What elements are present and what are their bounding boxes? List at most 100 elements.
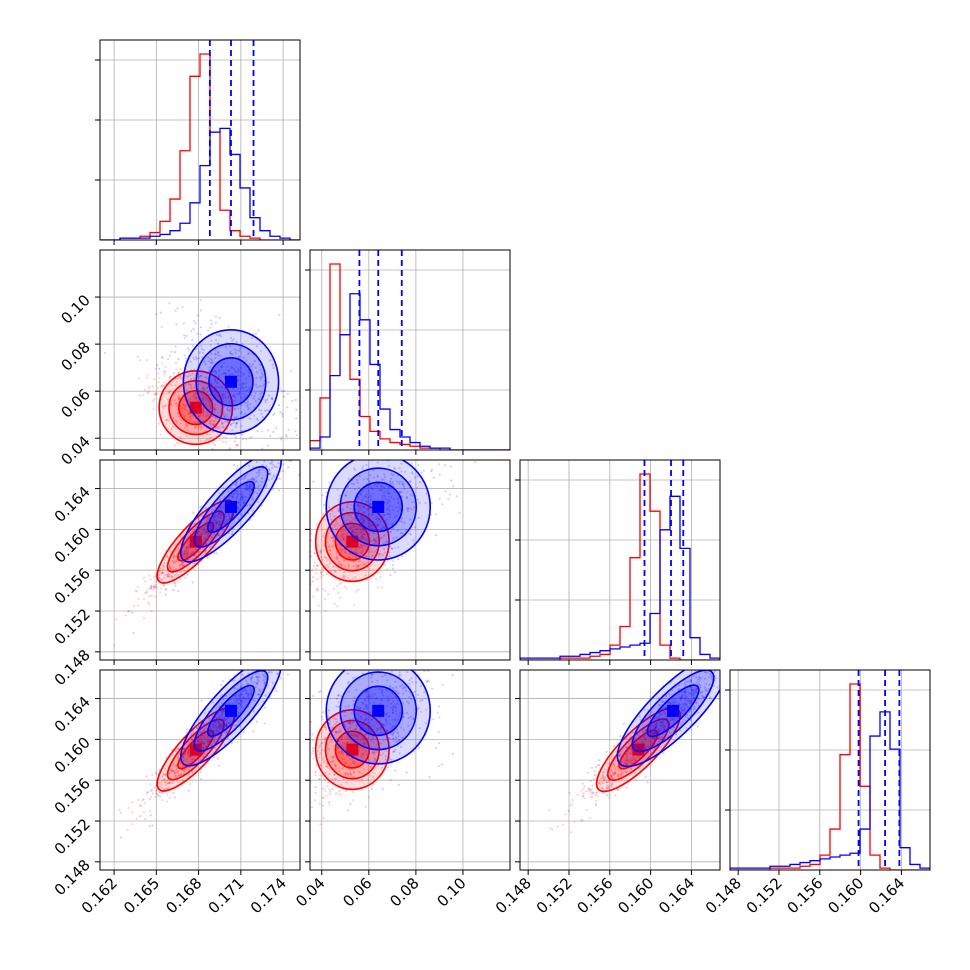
scatter-point bbox=[146, 373, 149, 376]
scatter-point bbox=[387, 427, 389, 429]
y-tick-label: 0.164 bbox=[51, 693, 94, 736]
scatter-point bbox=[323, 544, 326, 547]
x-tick-label: 0.10 bbox=[433, 874, 469, 910]
scatter-point bbox=[390, 496, 393, 499]
scatter-point bbox=[338, 562, 341, 565]
scatter-point bbox=[322, 718, 325, 721]
scatter-point bbox=[240, 491, 243, 494]
scatter-point bbox=[320, 715, 323, 718]
scatter-point bbox=[200, 735, 203, 738]
scatter-point bbox=[220, 716, 223, 719]
scatter-point bbox=[347, 565, 350, 568]
scatter-point bbox=[207, 329, 210, 332]
scatter-point bbox=[170, 383, 173, 386]
scatter-point bbox=[217, 716, 221, 719]
scatter-point bbox=[236, 421, 239, 425]
scatter-point bbox=[259, 392, 262, 396]
scatter-point bbox=[203, 537, 206, 541]
scatter-point bbox=[213, 390, 216, 393]
scatter-point bbox=[217, 512, 220, 515]
scatter-point bbox=[403, 487, 406, 491]
scatter-point bbox=[167, 419, 170, 422]
scatter-point bbox=[360, 535, 363, 538]
scatter-point bbox=[172, 770, 175, 773]
scatter-point bbox=[173, 580, 176, 583]
scatter-point bbox=[215, 522, 218, 525]
scatter-point bbox=[357, 508, 360, 511]
scatter-point bbox=[144, 817, 147, 821]
scatter-point bbox=[219, 529, 222, 532]
scatter-point bbox=[393, 665, 395, 667]
scatter-point bbox=[239, 429, 242, 432]
scatter-point bbox=[183, 552, 186, 555]
scatter-point bbox=[379, 571, 382, 574]
scatter-point bbox=[381, 554, 384, 557]
scatter-point bbox=[257, 397, 260, 401]
scatter-point bbox=[219, 354, 222, 357]
scatter-point bbox=[450, 465, 453, 468]
scatter-point bbox=[300, 772, 302, 774]
scatter-point bbox=[149, 789, 152, 793]
scatter-point bbox=[249, 518, 252, 522]
scatter-point bbox=[244, 689, 247, 692]
scatter-point bbox=[229, 422, 232, 426]
scatter-point bbox=[268, 469, 271, 472]
scatter-point bbox=[277, 672, 280, 675]
histogram-panel-2 bbox=[305, 249, 511, 455]
scatter-point bbox=[248, 485, 251, 489]
scatter-point bbox=[134, 589, 138, 592]
scatter-point bbox=[199, 505, 202, 508]
scatter-point bbox=[237, 701, 240, 705]
scatter-point bbox=[171, 769, 174, 772]
scatter-point bbox=[438, 463, 441, 466]
scatter-point bbox=[156, 364, 159, 367]
scatter-point bbox=[242, 356, 245, 359]
scatter-point bbox=[248, 483, 251, 486]
scatter-point bbox=[389, 481, 392, 484]
scatter-point bbox=[409, 493, 412, 496]
scatter-point bbox=[346, 518, 349, 522]
scatter-point bbox=[330, 518, 333, 521]
scatter-point bbox=[245, 483, 248, 486]
scatter-point bbox=[254, 332, 258, 335]
scatter-point bbox=[273, 664, 275, 666]
scatter-point bbox=[322, 587, 325, 590]
scatter-point bbox=[213, 379, 217, 382]
scatter-point bbox=[233, 679, 236, 682]
scatter-point bbox=[438, 497, 441, 500]
scatter-point bbox=[171, 764, 174, 767]
scatter-point bbox=[185, 549, 188, 553]
scatter-point bbox=[289, 664, 291, 666]
scatter-point bbox=[188, 412, 191, 415]
scatter-point bbox=[264, 706, 267, 709]
scatter-point bbox=[377, 518, 380, 521]
scatter-point bbox=[256, 678, 259, 681]
scatter-point bbox=[355, 563, 358, 567]
scatter-point bbox=[407, 664, 409, 666]
scatter-point bbox=[388, 500, 391, 503]
scatter-point bbox=[205, 387, 208, 390]
scatter-point bbox=[234, 369, 237, 373]
scatter-point bbox=[432, 718, 435, 721]
scatter-point bbox=[182, 553, 186, 556]
scatter-point bbox=[164, 593, 167, 596]
scatter-point bbox=[321, 574, 324, 577]
scatter-point bbox=[160, 572, 163, 575]
scatter-point bbox=[222, 405, 226, 408]
scatter-point bbox=[179, 774, 182, 777]
scatter-point bbox=[328, 803, 331, 806]
scatter-point bbox=[182, 759, 185, 762]
scatter-point bbox=[336, 584, 339, 588]
scatter-point bbox=[338, 793, 341, 796]
scatter-point bbox=[271, 487, 275, 491]
scatter-point bbox=[352, 799, 355, 802]
scatter-point bbox=[272, 457, 274, 459]
scatter-point bbox=[229, 350, 232, 353]
scatter-point bbox=[197, 382, 200, 386]
scatter-point bbox=[379, 552, 382, 555]
scatter-point bbox=[128, 610, 131, 613]
scatter-point bbox=[319, 823, 322, 826]
scatter-point bbox=[215, 729, 218, 732]
scatter-point bbox=[198, 413, 202, 416]
scatter-point bbox=[274, 663, 276, 665]
